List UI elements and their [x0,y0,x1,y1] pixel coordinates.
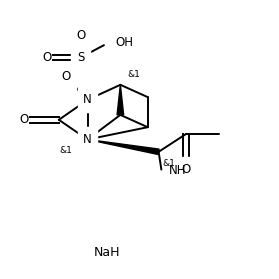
Text: O: O [20,113,29,126]
Text: NH: NH [169,164,187,177]
Text: OH: OH [116,36,133,49]
Text: O: O [181,163,191,176]
Text: NaH: NaH [93,246,120,259]
Text: O: O [43,51,52,64]
Text: O: O [61,70,70,83]
Text: O: O [76,29,85,42]
Text: N: N [83,133,92,146]
Text: N: N [83,93,92,106]
Text: &1: &1 [60,146,73,155]
Text: &1: &1 [127,70,140,79]
Text: S: S [77,51,84,64]
Polygon shape [117,85,124,115]
Polygon shape [88,140,159,155]
Text: &1: &1 [163,159,175,168]
